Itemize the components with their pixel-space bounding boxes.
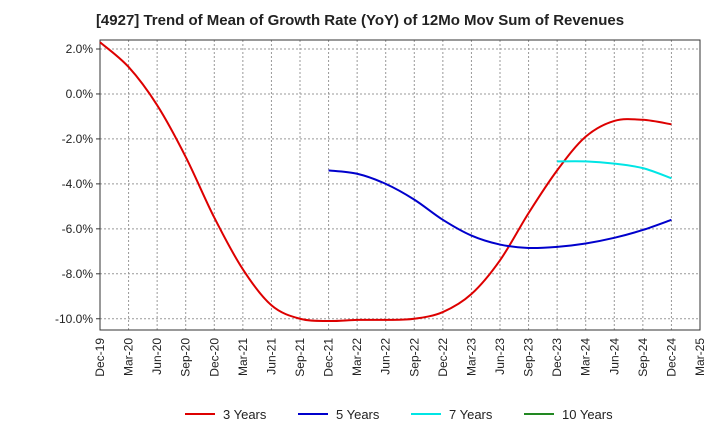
- x-tick-label: Dec-21: [322, 338, 336, 377]
- x-tick-label: Sep-24: [636, 338, 650, 377]
- y-tick-label: -4.0%: [62, 177, 94, 191]
- x-tick-label: Jun-21: [264, 338, 278, 375]
- x-tick-label: Dec-23: [550, 338, 564, 377]
- y-tick-label: -2.0%: [62, 132, 94, 146]
- x-tick-label: Sep-21: [293, 338, 307, 377]
- series-line-5-years: [328, 169, 672, 250]
- plot-frame: [99, 39, 701, 331]
- x-tick-label: Mar-21: [236, 338, 250, 376]
- y-tick-label: 2.0%: [66, 42, 94, 56]
- y-tick-label: -6.0%: [62, 222, 94, 236]
- x-tick-label: Jun-22: [379, 338, 393, 375]
- x-tick-label: Dec-24: [664, 338, 678, 377]
- y-tick-label: -8.0%: [62, 267, 94, 281]
- legend-label-10-years: 10 Years: [562, 407, 613, 422]
- x-tick-label: Mar-25: [693, 338, 707, 376]
- series-line-3-years: [99, 41, 672, 323]
- x-tick-label: Dec-19: [93, 338, 107, 377]
- x-tick-label: Mar-22: [350, 338, 364, 376]
- x-tick-label: Dec-22: [436, 338, 450, 377]
- x-tick-label: Sep-23: [522, 338, 536, 377]
- y-tick-label: -10.0%: [55, 312, 93, 326]
- x-tick-label: Mar-23: [464, 338, 478, 376]
- y-tick-label: 0.0%: [66, 87, 94, 101]
- chart-title: [4927] Trend of Mean of Growth Rate (YoY…: [95, 12, 625, 29]
- x-tick-label: Jun-20: [150, 338, 164, 375]
- x-tick-label: Dec-20: [207, 338, 221, 377]
- x-tick-label: Mar-20: [122, 338, 136, 376]
- legend-label-7-years: 7 Years: [449, 407, 493, 422]
- plot-area: [100, 40, 700, 330]
- legend-label-5-years: 5 Years: [336, 407, 380, 422]
- x-tick-label: Jun-24: [607, 338, 621, 375]
- legend-label-3-years: 3 Years: [223, 407, 267, 422]
- x-tick-label: Mar-24: [579, 338, 593, 376]
- series-line-7-years: [557, 160, 672, 180]
- x-tick-label: Jun-23: [493, 338, 507, 375]
- x-tick-label: Sep-22: [407, 338, 421, 377]
- x-tick-label: Sep-20: [179, 338, 193, 377]
